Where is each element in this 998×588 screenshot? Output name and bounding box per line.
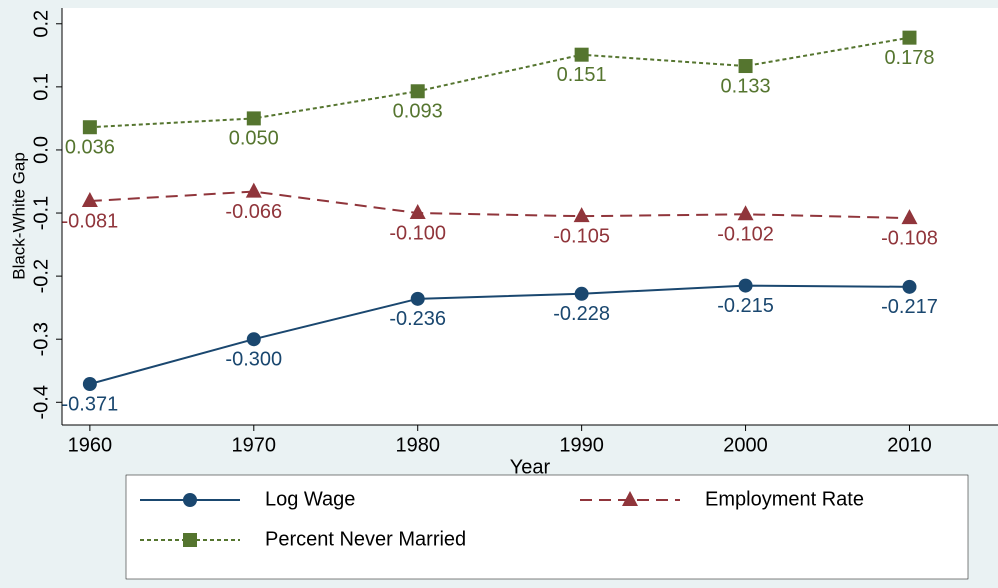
marker	[409, 204, 426, 220]
legend-marker	[183, 533, 197, 547]
data-label: -0.215	[717, 295, 774, 317]
marker	[574, 286, 589, 301]
data-label: -0.105	[553, 225, 610, 247]
data-label: 0.133	[721, 75, 771, 97]
legend-label: Log Wage	[265, 488, 355, 510]
legend-marker	[622, 491, 638, 506]
marker	[82, 376, 97, 391]
legend-label: Percent Never Married	[265, 528, 466, 550]
series-line	[89, 190, 910, 220]
series-line	[89, 36, 910, 129]
data-label: 0.093	[393, 101, 443, 123]
marker	[410, 84, 425, 99]
x-tick-label: 1970	[232, 434, 277, 456]
data-label: -0.236	[389, 308, 446, 330]
marker	[574, 47, 589, 62]
data-label: -0.081	[62, 210, 119, 232]
x-tick-label: 1960	[68, 434, 113, 456]
data-label: -0.102	[717, 224, 774, 246]
x-axis-title: Year	[510, 456, 551, 478]
legend-label: Employment Rate	[705, 488, 864, 510]
marker	[246, 111, 261, 126]
y-tick-label: -0.1	[30, 196, 52, 230]
data-label: 0.151	[557, 64, 607, 86]
y-tick-label: -0.2	[30, 259, 52, 293]
data-label: -0.371	[62, 393, 119, 415]
y-tick-label: -0.4	[30, 385, 52, 419]
data-label: -0.108	[881, 227, 938, 249]
data-label: -0.228	[553, 303, 610, 325]
plot-area	[62, 8, 998, 425]
y-tick-label: 0.0	[30, 136, 52, 164]
marker	[82, 120, 97, 135]
legend-marker	[183, 493, 197, 507]
data-label: -0.100	[389, 222, 446, 244]
marker	[901, 209, 918, 225]
y-tick-label: -0.3	[30, 322, 52, 356]
data-label: -0.300	[225, 348, 282, 370]
data-label: 0.050	[229, 128, 279, 150]
series-line	[89, 284, 910, 385]
marker	[81, 192, 98, 208]
marker	[902, 279, 917, 294]
y-tick-label: 0.1	[30, 73, 52, 101]
legend	[125, 474, 969, 580]
marker	[737, 205, 754, 221]
data-label: 0.178	[884, 47, 934, 69]
x-tick-label: 2000	[723, 434, 768, 456]
x-tick-label: 1990	[559, 434, 604, 456]
marker	[902, 30, 917, 45]
data-label: 0.036	[65, 137, 115, 159]
x-tick-label: 1980	[395, 434, 440, 456]
marker	[245, 182, 262, 198]
marker	[410, 291, 425, 306]
y-axis-title: Black-White Gap	[9, 152, 28, 280]
x-tick-label: 2010	[887, 434, 932, 456]
marker	[738, 278, 753, 293]
data-label: -0.066	[225, 201, 282, 223]
y-tick-label: 0.2	[30, 10, 52, 38]
data-label: -0.217	[881, 296, 938, 318]
marker	[738, 59, 753, 74]
marker	[246, 332, 261, 347]
marker	[573, 207, 590, 223]
